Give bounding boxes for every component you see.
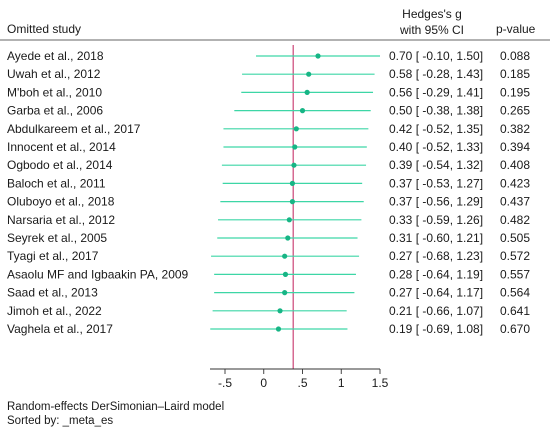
effect-ci-text: 0.50 [ -0.38, 1.38] [389,104,483,118]
effect-ci-text: 0.33 [ -0.59, 1.26] [389,213,483,227]
study-row: M'boh et al., 2010 0.56 [ -0.29, 1.41] 0.1… [7,85,530,99]
effect-ci-text: 0.37 [ -0.53, 1.27] [389,176,483,190]
p-value-text: 0.382 [500,122,530,136]
study-name: Saad et al., 2013 [7,286,98,300]
study-name: Seyrek et al., 2005 [7,231,107,245]
study-name: Abdulkareem et al., 2017 [7,122,141,136]
effect-point [277,308,283,314]
study-row: Jimoh et al., 2022 0.21 [ -0.66, 1.07] 0.6… [7,304,530,318]
p-value-text: 0.564 [500,286,530,300]
effect-ci-text: 0.58 [ -0.28, 1.43] [389,67,483,81]
study-row: Tyagi et al., 2017 0.27 [ -0.68, 1.23] 0.5… [7,249,530,263]
effect-point [289,199,296,205]
effect-point [293,126,299,132]
effect-ci-text: 0.40 [ -0.52, 1.33] [389,140,483,154]
study-row: Oluboyo et al., 2018 0.37 [ -0.56, 1.29] 0… [7,195,530,209]
study-row: Baloch et al., 2011 0.37 [ -0.53, 1.27] 0.… [7,176,530,190]
effect-ci-text: 0.70 [ -0.10, 1.50] [389,49,483,63]
effect-ci-text: 0.19 [ -0.69, 1.08] [389,322,483,336]
study-row: Uwah et al., 2012 0.58 [ -0.28, 1.43] 0.18… [7,67,530,81]
effect-point [306,71,312,77]
effect-ci-text: 0.56 [ -0.29, 1.41] [389,85,483,99]
effect-point [282,271,289,277]
study-name: Uwah et al., 2012 [7,67,101,81]
study-name: Tyagi et al., 2017 [7,249,99,263]
effect-point [291,162,297,168]
p-value-text: 0.437 [500,195,530,209]
study-row: Ayede et al., 2018 0.70 [ -0.10, 1.50] 0.0… [7,49,530,63]
p-value-text: 0.394 [500,140,530,154]
x-tick-label: 0 [260,376,267,390]
effect-point [286,217,292,223]
study-name: Jimoh et al., 2022 [7,304,102,318]
effect-point [292,144,298,150]
effect-ci-text: 0.39 [ -0.54, 1.32] [389,158,483,172]
p-value-text: 0.408 [500,158,530,172]
effect-point [282,253,288,259]
study-row: Ogbodo et al., 2014 0.39 [ -0.54, 1.32] 0.… [7,158,530,172]
p-value-text: 0.185 [500,67,530,81]
p-value-text: 0.088 [500,49,530,63]
study-name: Asaolu MF and Igbaakin PA, 2009 [7,267,189,281]
footer-sort-note: Sorted by: _meta_es [7,415,114,427]
effect-point [289,180,296,186]
study-name: Ayede et al., 2018 [7,49,104,63]
study-row: Innocent et al., 2014 0.40 [ -0.52, 1.33]… [7,140,530,154]
effect-point [285,235,291,241]
p-value-text: 0.265 [500,104,530,118]
study-name: Oluboyo et al., 2018 [7,195,115,209]
study-name: M'boh et al., 2010 [7,85,102,99]
p-value-text: 0.557 [500,267,530,281]
effect-ci-text: 0.21 [ -0.66, 1.07] [389,304,483,318]
study-row: Saad et al., 2013 0.27 [ -0.64, 1.17] 0.56… [7,286,530,300]
p-value-text: 0.195 [500,85,530,99]
study-name: Baloch et al., 2011 [7,176,106,190]
study-row: Seyrek et al., 2005 0.31 [ -0.60, 1.21] 0.… [7,231,530,245]
effect-point [315,53,321,59]
footer-model-note: Random-effects DerSimonian–Laird model [7,401,225,413]
study-name: Narsaria et al., 2012 [7,213,115,227]
effect-ci-text: 0.28 [ -0.64, 1.19] [389,267,483,281]
p-value-text: 0.641 [500,304,530,318]
study-row: Narsaria et al., 2012 0.33 [ -0.59, 1.26]… [7,213,530,227]
p-value-text: 0.423 [500,176,530,190]
x-tick-label: .5 [297,376,307,390]
effect-point [299,108,306,114]
study-name: Garba et al., 2006 [7,104,103,118]
study-row: Asaolu MF and Igbaakin PA, 2009 0.28 [ -0… [7,267,530,281]
p-value-text: 0.670 [500,322,530,336]
effect-point [304,89,310,95]
p-value-text: 0.572 [500,249,530,263]
header-ci: with 95% CI [399,23,464,37]
x-tick-label: 1.5 [372,376,389,390]
header-p-value: p-value [496,22,536,36]
p-value-text: 0.482 [500,213,530,227]
effect-ci-text: 0.27 [ -0.68, 1.23] [389,249,483,263]
study-row: Garba et al., 2006 0.50 [ -0.38, 1.38] 0.2… [7,104,530,118]
effect-point [275,326,282,332]
x-tick-label: 1 [338,376,345,390]
header-hedges-g: Hedges's g [402,7,462,21]
effect-ci-text: 0.31 [ -0.60, 1.21] [389,231,483,245]
study-name: Innocent et al., 2014 [7,140,116,154]
effect-point [282,290,288,296]
study-row: Abdulkareem et al., 2017 0.42 [ -0.52, 1.… [7,122,530,136]
x-tick-label: -.5 [218,376,232,390]
effect-ci-text: 0.37 [ -0.56, 1.29] [389,195,483,209]
study-name: Ogbodo et al., 2014 [7,158,113,172]
header-omitted-study: Omitted study [7,22,81,36]
p-value-text: 0.505 [500,231,530,245]
study-name: Vaghela et al., 2017 [7,322,113,336]
study-row: Vaghela et al., 2017 0.19 [ -0.69, 1.08] 0… [7,322,530,336]
effect-ci-text: 0.42 [ -0.52, 1.35] [389,122,483,136]
effect-ci-text: 0.27 [ -0.64, 1.17] [389,286,483,300]
